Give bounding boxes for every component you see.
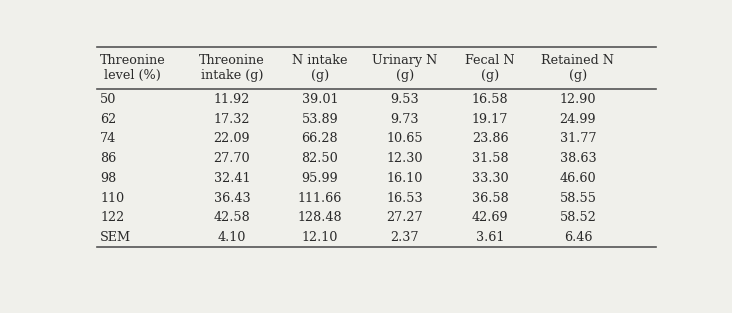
Text: 10.65: 10.65 [386, 132, 423, 145]
Text: 27.27: 27.27 [386, 211, 423, 224]
Text: Urinary N
(g): Urinary N (g) [373, 54, 438, 82]
Text: 46.60: 46.60 [560, 172, 597, 185]
Text: 31.77: 31.77 [560, 132, 596, 145]
Text: 32.41: 32.41 [214, 172, 250, 185]
Text: 23.86: 23.86 [471, 132, 508, 145]
Text: Threonine
level (%): Threonine level (%) [100, 54, 165, 82]
Text: Fecal N
(g): Fecal N (g) [466, 54, 515, 82]
Text: 12.10: 12.10 [302, 231, 338, 244]
Text: 42.69: 42.69 [471, 211, 508, 224]
Text: 11.92: 11.92 [214, 93, 250, 106]
Text: 74: 74 [100, 132, 116, 145]
Text: 24.99: 24.99 [560, 112, 597, 126]
Text: 16.58: 16.58 [471, 93, 508, 106]
Text: 17.32: 17.32 [214, 112, 250, 126]
Text: 4.10: 4.10 [217, 231, 246, 244]
Text: 53.89: 53.89 [302, 112, 338, 126]
Text: 42.58: 42.58 [214, 211, 250, 224]
Text: 12.90: 12.90 [560, 93, 596, 106]
Text: 58.52: 58.52 [559, 211, 597, 224]
Text: 6.46: 6.46 [564, 231, 592, 244]
Text: 12.30: 12.30 [386, 152, 423, 165]
Text: 16.53: 16.53 [386, 192, 423, 205]
Text: 111.66: 111.66 [298, 192, 342, 205]
Text: 82.50: 82.50 [302, 152, 338, 165]
Text: 128.48: 128.48 [297, 211, 342, 224]
Text: 50: 50 [100, 93, 116, 106]
Text: 22.09: 22.09 [214, 132, 250, 145]
Text: 2.37: 2.37 [391, 231, 419, 244]
Text: 3.61: 3.61 [476, 231, 504, 244]
Text: 95.99: 95.99 [302, 172, 338, 185]
Text: 36.43: 36.43 [214, 192, 250, 205]
Text: 98: 98 [100, 172, 116, 185]
Text: Threonine
intake (g): Threonine intake (g) [199, 54, 265, 82]
Text: 36.58: 36.58 [471, 192, 509, 205]
Text: 9.73: 9.73 [391, 112, 419, 126]
Text: 9.53: 9.53 [391, 93, 419, 106]
Text: 33.30: 33.30 [471, 172, 508, 185]
Text: N intake
(g): N intake (g) [292, 54, 348, 82]
Text: 38.63: 38.63 [560, 152, 597, 165]
Text: 16.10: 16.10 [386, 172, 423, 185]
Text: 19.17: 19.17 [472, 112, 508, 126]
Text: Retained N
(g): Retained N (g) [542, 54, 614, 82]
Text: 39.01: 39.01 [302, 93, 338, 106]
Text: 66.28: 66.28 [302, 132, 338, 145]
Text: 62: 62 [100, 112, 116, 126]
Text: 122: 122 [100, 211, 124, 224]
Text: SEM: SEM [100, 231, 131, 244]
Text: 86: 86 [100, 152, 116, 165]
Text: 31.58: 31.58 [471, 152, 508, 165]
Text: 58.55: 58.55 [559, 192, 597, 205]
Text: 110: 110 [100, 192, 124, 205]
Text: 27.70: 27.70 [214, 152, 250, 165]
